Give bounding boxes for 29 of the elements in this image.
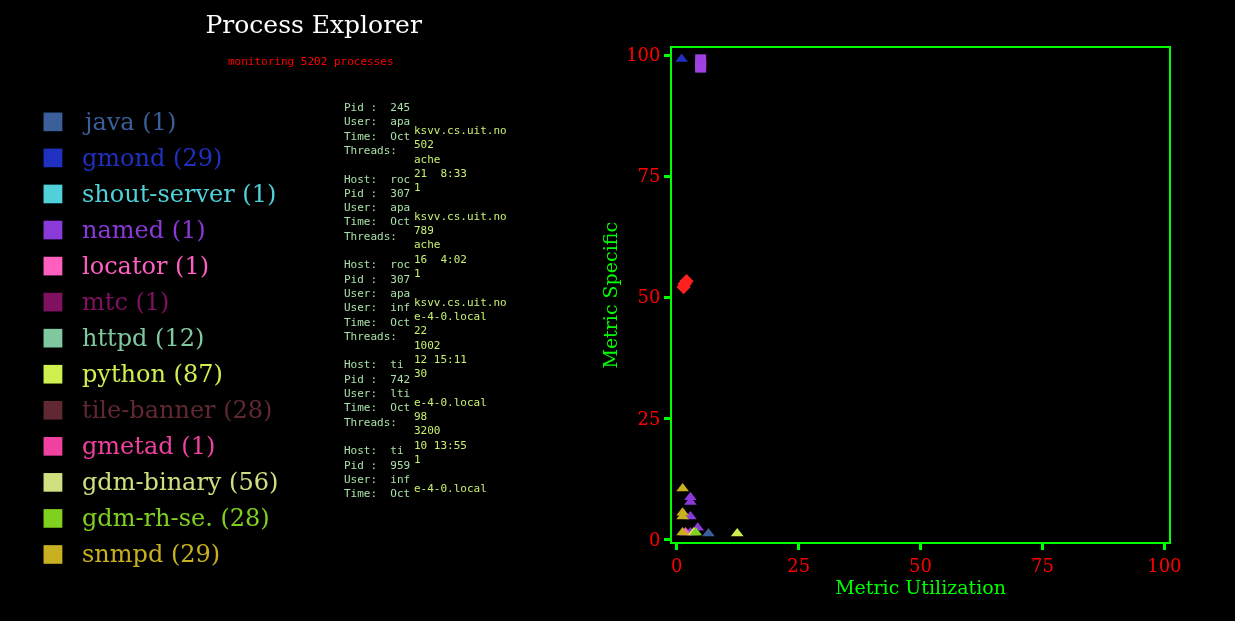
- x-tick-label: 75: [1031, 554, 1054, 576]
- x-tick-label: 0: [671, 554, 683, 576]
- text: Pid : 245 User: apa Time: Oct Threads: Host: roc Pid : 307 User: apa Time: Oct Threads: Host: roc Pid : 307 User: apa User: inf Time: Oct Threads: Host: ti Pid : 742 User: lti Time: Oct Threads: Host: ti Pid : 959 User: inf Time: Oct: [344, 101, 411, 501]
- legend-label: tile-banner (28): [82, 396, 273, 424]
- legend-label: httpd (12): [82, 324, 205, 352]
- y-tick-label: 25: [637, 407, 661, 429]
- legend-label: gdm-rh-se. (28): [82, 504, 270, 532]
- x-tick-label: 50: [909, 554, 933, 576]
- legend-label: locator (1): [82, 252, 210, 280]
- legend-label: snmpd (29): [82, 540, 221, 568]
- legend-label: gmetad (1): [82, 432, 216, 460]
- text: ksvv.cs.uit.no 502 ache 21 8:33 1 ksvv.cs.uit.no 789 ache 16 4:02 1 ksvv.cs.uit.no e-4-0.local 22 1002 12 15:11 30 e-4-0.local 98 3200 10 13:55 1 e-4-0.local: [414, 124, 507, 495]
- y-tick-label: 100: [626, 44, 661, 66]
- x-axis-title: Metric Utilization: [835, 575, 1006, 598]
- legend-label: python (87): [82, 360, 223, 388]
- text: Process Explorer: [205, 10, 422, 40]
- y-tick-label: 0: [649, 528, 661, 550]
- y-tick-label: 50: [637, 286, 661, 308]
- legend-label: mtc (1): [82, 288, 170, 316]
- x-tick-label: 25: [787, 554, 811, 576]
- legend-label: named (1): [82, 216, 206, 244]
- text: monitoring 5202 processes: [228, 55, 394, 68]
- legend-label: gdm-binary (56): [82, 468, 279, 496]
- y-tick-label: 75: [637, 165, 661, 187]
- legend-label: java (1): [82, 108, 177, 136]
- legend-label: shout-server (1): [82, 180, 277, 208]
- legend-label: gmond (29): [82, 144, 223, 172]
- y-axis-title: Metric Specific: [598, 221, 621, 369]
- x-tick-label: 100: [1147, 554, 1182, 576]
